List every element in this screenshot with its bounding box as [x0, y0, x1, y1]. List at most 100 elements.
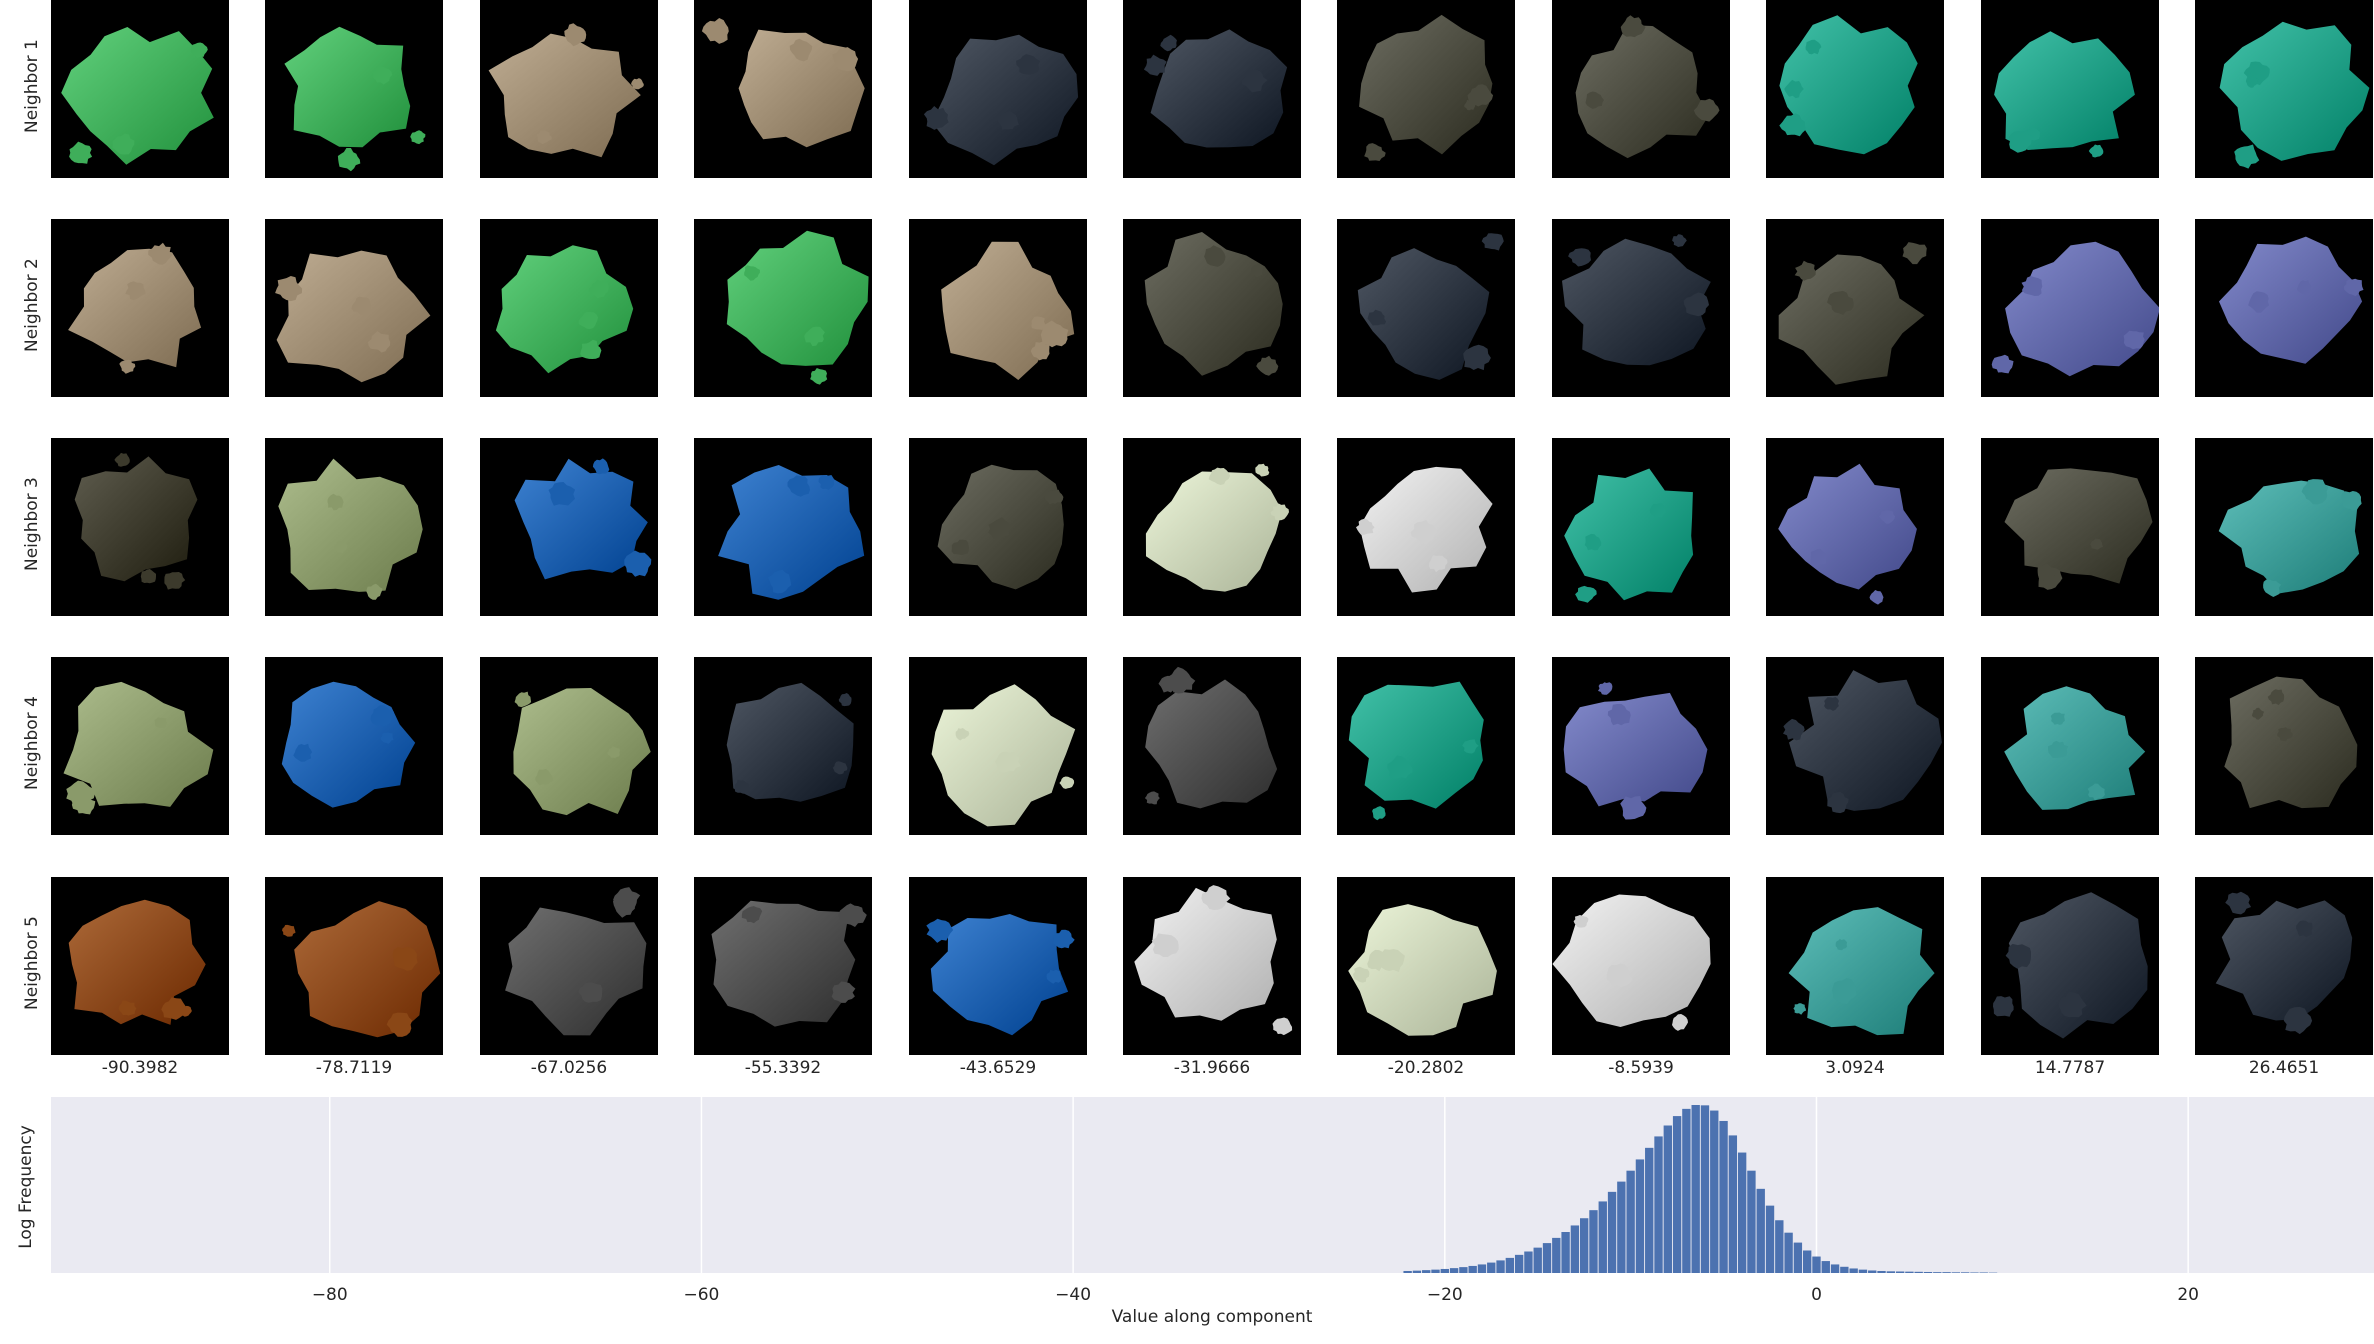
histogram-bar: [1933, 1272, 1942, 1273]
histogram-bar: [1775, 1220, 1784, 1273]
patch-thumbnail: [1337, 438, 1515, 616]
histogram-bar: [1784, 1232, 1793, 1273]
histogram-bar: [1765, 1205, 1775, 1273]
patch-thumbnail: [1337, 219, 1515, 397]
patch-thumbnail: [480, 877, 658, 1055]
x-tick-label: −40: [1055, 1285, 1091, 1305]
patch-thumbnail: [1123, 0, 1301, 178]
patch-thumbnail: [1766, 438, 1944, 616]
patch-thumbnail: [909, 0, 1087, 178]
patch-thumbnail: [1981, 657, 2159, 835]
histogram-bar: [1533, 1247, 1542, 1273]
histogram-bar: [1524, 1251, 1533, 1273]
column-value-label: 14.7787: [2034, 1058, 2106, 1078]
histogram-bar: [1700, 1105, 1710, 1273]
patch-thumbnail: [909, 657, 1087, 835]
column-value-label: 26.4651: [2248, 1058, 2320, 1078]
patch-thumbnail: [265, 657, 443, 835]
histogram-bar: [1449, 1268, 1459, 1273]
x-tick-label: 20: [2177, 1285, 2199, 1305]
column-value-label: -67.0256: [530, 1058, 608, 1078]
patch-thumbnail: [1766, 219, 1944, 397]
histogram-bar: [1868, 1270, 1877, 1273]
histogram-bar: [1747, 1170, 1756, 1273]
patch-thumbnail: [265, 438, 443, 616]
histogram-bar: [1877, 1270, 1886, 1273]
column-value-label: -78.7119: [315, 1058, 393, 1078]
patch-thumbnail: [480, 657, 658, 835]
patch-thumbnail: [1766, 657, 1944, 835]
histogram-bar: [1579, 1218, 1589, 1273]
patch-thumbnail: [694, 657, 872, 835]
plot-background: [51, 1097, 2374, 1273]
patch-thumbnail: [1123, 438, 1301, 616]
patch-thumbnail: [909, 219, 1087, 397]
row-label: Neighbor 4: [22, 696, 42, 790]
patch-thumbnail: [480, 219, 658, 397]
histogram-bar: [1672, 1116, 1682, 1273]
histogram-bar: [1552, 1237, 1561, 1273]
patch-thumbnail: [51, 0, 229, 178]
column-value-label: -31.9666: [1173, 1058, 1251, 1078]
histogram-bar: [1570, 1225, 1580, 1273]
histogram-bar: [1737, 1152, 1747, 1273]
histogram-bar: [1970, 1272, 1979, 1273]
histogram-bar: [1710, 1110, 1719, 1273]
histogram-bar: [1412, 1270, 1422, 1273]
patch-thumbnail: [265, 0, 443, 178]
histogram-bar: [1505, 1257, 1515, 1273]
patch-thumbnail: [480, 438, 658, 616]
patch-thumbnail: [1981, 877, 2159, 1055]
patch-thumbnail: [1123, 877, 1301, 1055]
histogram-bar: [1542, 1243, 1552, 1273]
row-label: Neighbor 5: [22, 916, 42, 1010]
histogram-bar: [1589, 1210, 1598, 1273]
x-tick-label: −80: [312, 1285, 348, 1305]
patch-thumbnail: [1552, 438, 1730, 616]
row-label: Neighbor 1: [22, 39, 42, 133]
patch-thumbnail: [51, 877, 229, 1055]
histogram-bar: [1849, 1268, 1858, 1273]
patch-thumbnail: [909, 438, 1087, 616]
patch-thumbnail: [51, 219, 229, 397]
histogram-bar: [1691, 1105, 1700, 1273]
histogram-bar: [1793, 1242, 1803, 1273]
patch-thumbnail: [480, 0, 658, 178]
histogram-bar: [1923, 1271, 1933, 1273]
patch-thumbnail: [1123, 657, 1301, 835]
patch-thumbnail: [2195, 0, 2373, 178]
column-value-label: 3.0924: [1825, 1058, 1885, 1078]
patch-thumbnail: [694, 0, 872, 178]
histogram-bar: [1403, 1270, 1412, 1273]
histogram-bar: [1942, 1272, 1951, 1273]
histogram-bar: [1431, 1269, 1440, 1273]
x-axis-label: Value along component: [1112, 1307, 1313, 1327]
x-tick-label: 0: [1811, 1285, 1822, 1305]
row-label: Neighbor 3: [22, 477, 42, 571]
histogram-bar: [1756, 1188, 1765, 1273]
histogram-bar: [1886, 1271, 1895, 1273]
patch-thumbnail: [1123, 219, 1301, 397]
y-axis-label: Log Frequency: [16, 1125, 36, 1249]
patch-thumbnail: [1552, 219, 1730, 397]
patch-thumbnail: [51, 657, 229, 835]
patch-thumbnail: [2195, 219, 2373, 397]
patch-thumbnail: [909, 877, 1087, 1055]
patch-thumbnail: [1337, 657, 1515, 835]
histogram-bar: [1468, 1265, 1477, 1273]
histogram-bar: [1682, 1108, 1691, 1273]
histogram-bar: [1496, 1260, 1505, 1273]
patch-thumbnail: [1337, 0, 1515, 178]
histogram-bar: [1840, 1266, 1849, 1273]
histogram-bar: [1905, 1271, 1914, 1273]
histogram-bar: [1719, 1120, 1728, 1273]
patch-thumbnail: [51, 438, 229, 616]
histogram-bar: [1812, 1256, 1821, 1273]
histogram-bar: [1626, 1170, 1635, 1273]
histogram-bar: [1617, 1181, 1626, 1273]
column-value-label: -8.5939: [1608, 1058, 1674, 1078]
histogram-bar: [1459, 1267, 1468, 1273]
patch-thumbnail: [2195, 877, 2373, 1055]
histogram-bar: [1979, 1272, 1988, 1273]
